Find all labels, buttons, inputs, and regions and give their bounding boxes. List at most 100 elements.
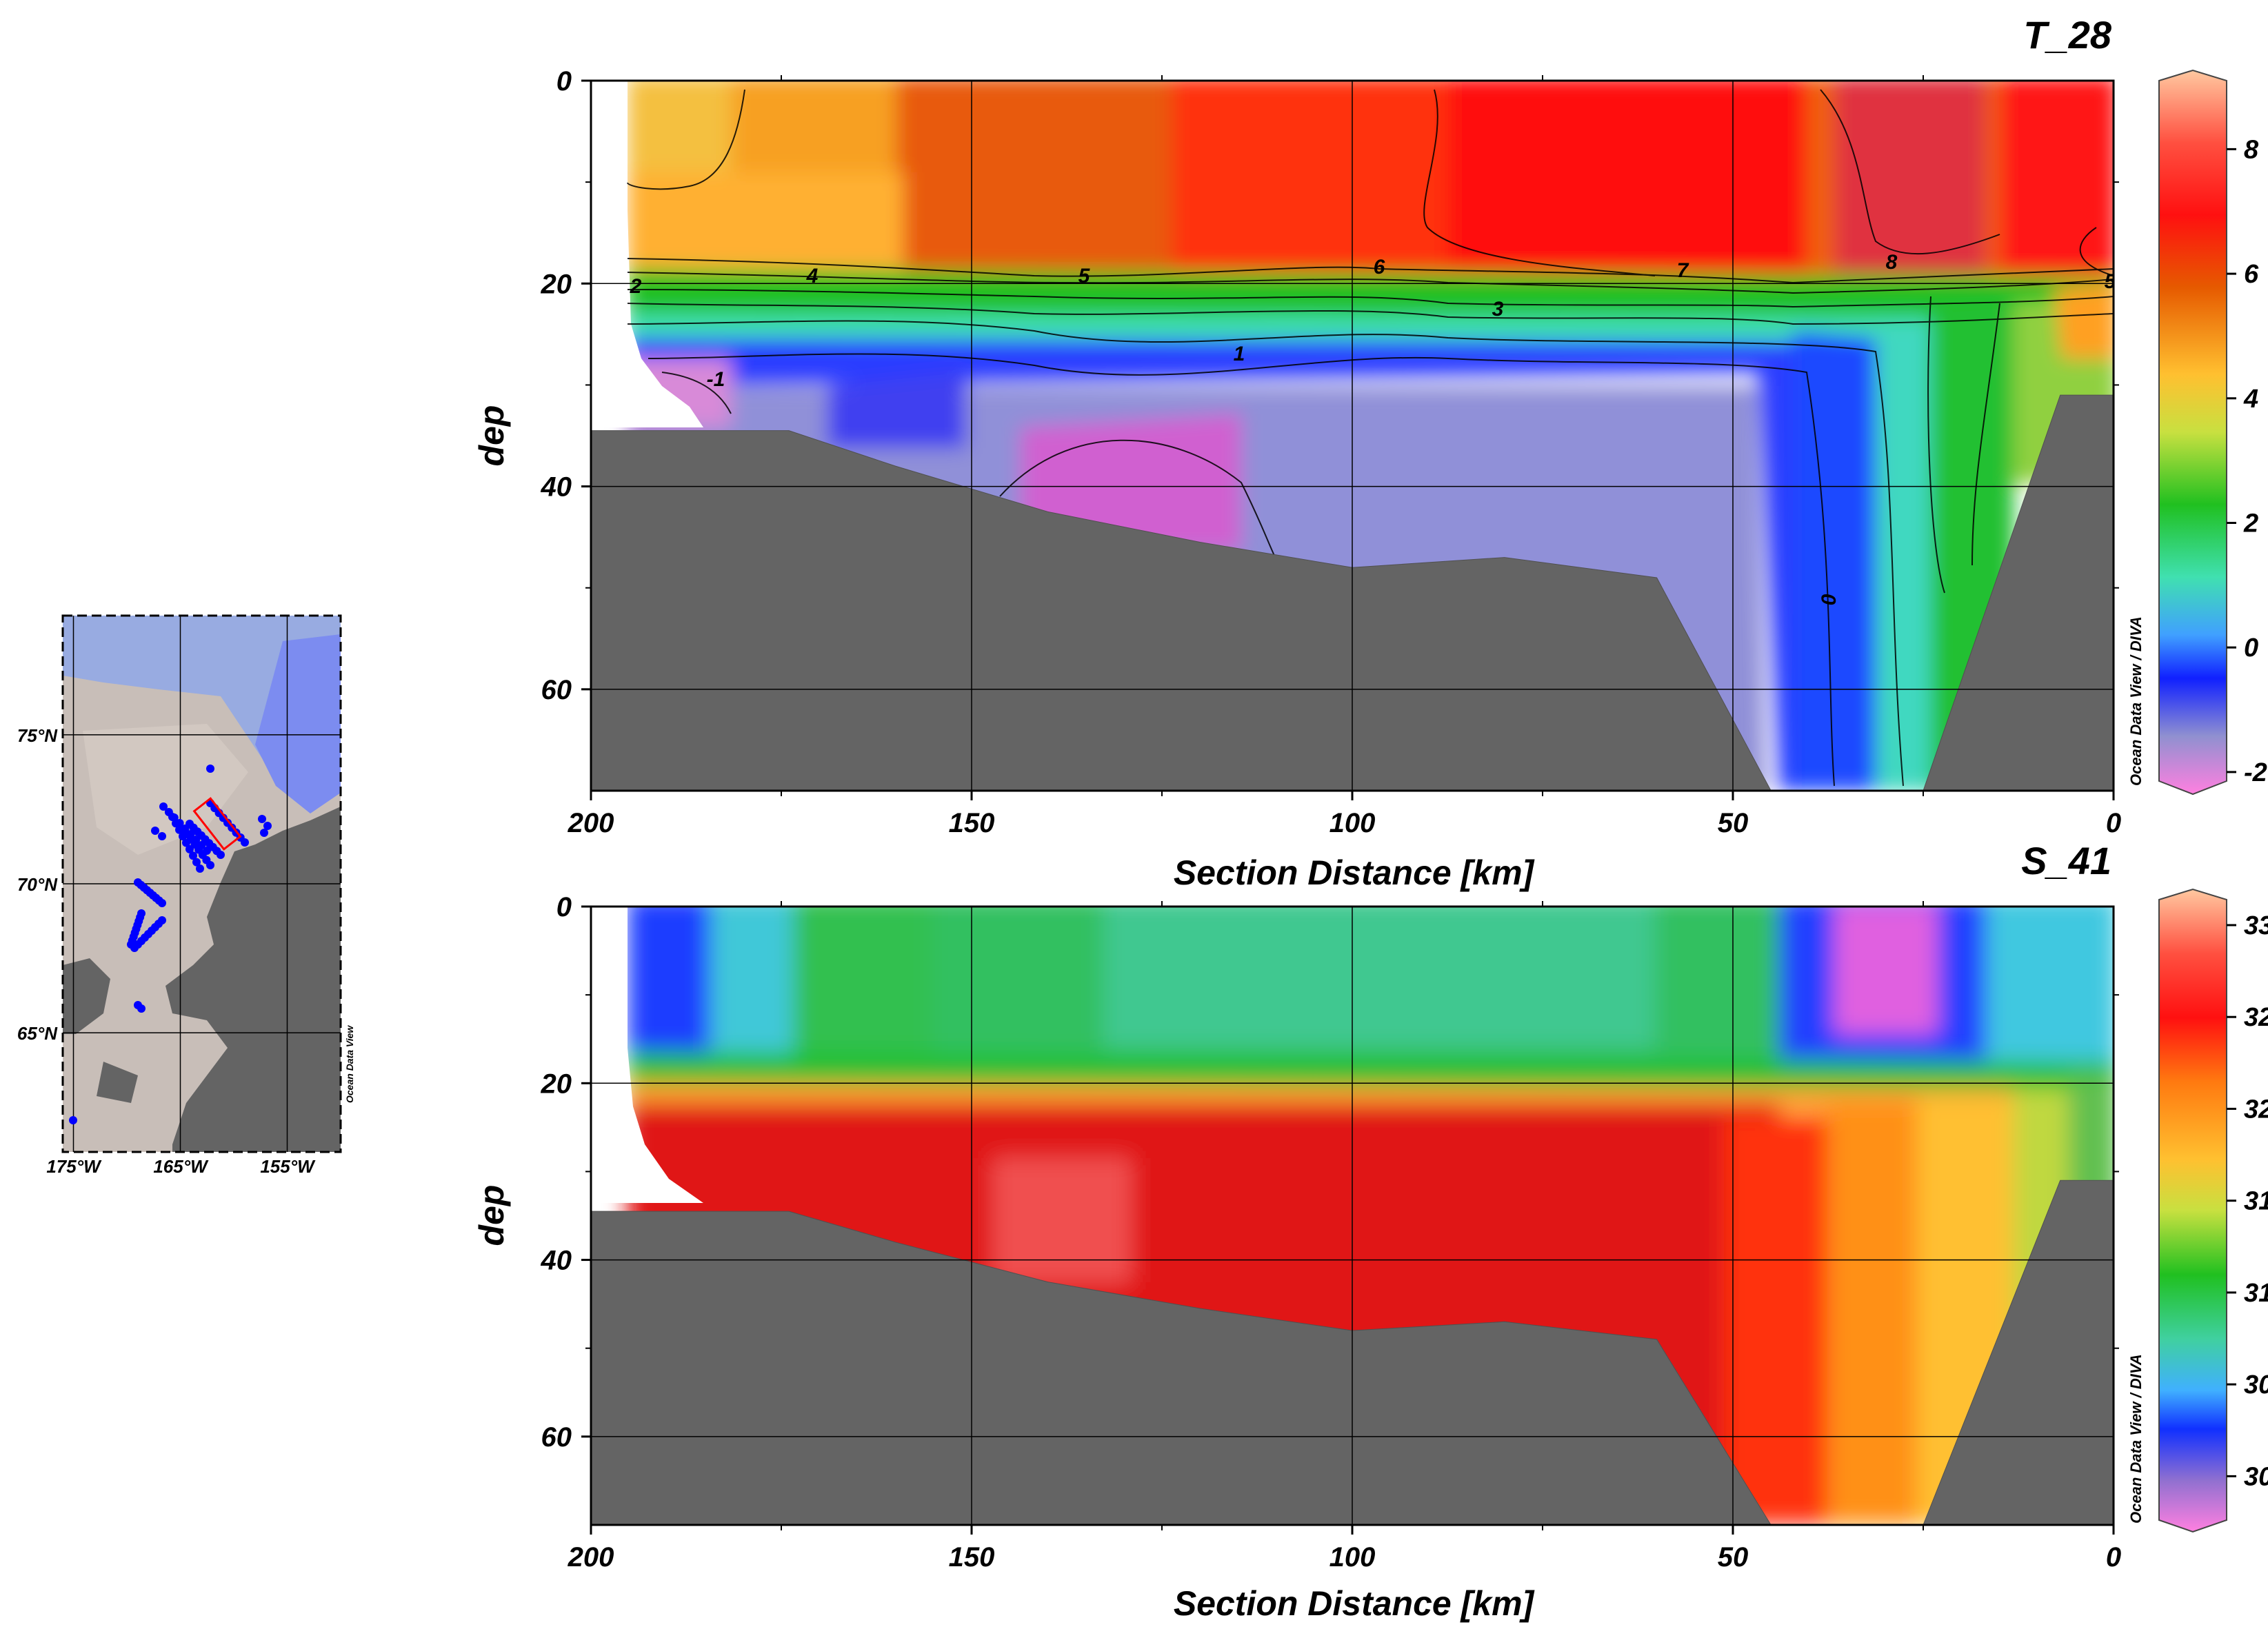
colorbar-tick-label: 30.5 — [2244, 1370, 2268, 1399]
station-dot — [258, 815, 266, 823]
contour-label: 3 — [1492, 298, 1504, 321]
station-dot — [263, 822, 272, 830]
x-tick-label: 0 — [2106, 808, 2121, 838]
colorbar-credit: Ocean Data View / DIVA — [2127, 1354, 2145, 1524]
no-data-area — [591, 907, 703, 1203]
x-tick-label: 50 — [1718, 1542, 1749, 1572]
salinity-colorbar: 33 32.5 32 31.5 31 30.5 30 Ocean Data View / D… — [2127, 888, 2268, 1533]
x-axis-title: Section Distance [km] — [1174, 853, 1536, 892]
map-lon-label: 155°W — [260, 1156, 316, 1177]
contour-label: 8 — [1886, 251, 1898, 274]
colorbar-tick-label: 32 — [2244, 1095, 2268, 1124]
contour-label: 5 — [2105, 270, 2117, 293]
y-tick-label: 20 — [541, 1069, 572, 1099]
panel-title: S_41 — [2021, 839, 2111, 882]
station-dot — [159, 802, 168, 811]
colorbar-tick-label: 8 — [2244, 135, 2259, 164]
station-dot — [168, 813, 177, 821]
station-dot — [130, 944, 139, 952]
salinity-section-panel: 200 150 100 50 0 0 20 40 60 S_41 Section Distanc… — [472, 839, 2268, 1623]
map-chukotka-land — [63, 958, 110, 1034]
temperature-contours — [627, 89, 2114, 787]
station-dot — [196, 864, 204, 873]
contour-label: 4 — [806, 265, 819, 287]
temperature-contour-labels: 2 4 5 6 7 8 5 3 1 -1 0 — [630, 251, 2117, 605]
colorbar-tick-label: 6 — [2244, 260, 2259, 289]
colorbar-tick-label: 33 — [2244, 911, 2268, 940]
station-dot — [158, 899, 166, 907]
grid-lines — [591, 81, 2114, 791]
contour-label: 1 — [1234, 343, 1245, 365]
colorbar-tick-label: 31.5 — [2244, 1187, 2268, 1216]
x-axis-title: Section Distance [km] — [1174, 1584, 1536, 1623]
panel-title: T_28 — [2023, 13, 2111, 57]
map-frame — [61, 614, 342, 1153]
map-lat-label: 75°N — [17, 725, 58, 746]
x-tick-label: 200 — [568, 1542, 614, 1572]
colorbar-ramp — [2158, 69, 2227, 796]
colorbar-tick-label: 31 — [2244, 1279, 2268, 1308]
colorbar-tick-label: 32.5 — [2244, 1003, 2268, 1032]
map-graticule — [63, 616, 341, 1152]
colorbar-ticks: 8 6 4 2 0 -2 — [2227, 135, 2267, 787]
colorbar-tick-label: -2 — [2244, 758, 2267, 787]
colorbar-tick-label: 30 — [2244, 1462, 2268, 1491]
map-lon-label: 165°W — [153, 1156, 209, 1177]
y-tick-label: 0 — [556, 892, 572, 922]
y-tick-label: 0 — [556, 66, 572, 97]
map-axis-labels: 175°W 165°W 155°W 75°N 70°N 65°N — [17, 725, 316, 1177]
x-tick-label: 100 — [1329, 808, 1376, 838]
station-dot — [260, 829, 268, 837]
grid-lines — [591, 907, 2114, 1525]
colorbar-ticks: 33 32.5 32 31.5 31 30.5 30 — [2227, 911, 2268, 1491]
station-dot — [206, 861, 214, 869]
contour-label: 6 — [1374, 256, 1385, 279]
contour-label: 5 — [1078, 265, 1091, 287]
station-dot — [217, 851, 225, 859]
x-tick-label: 0 — [2106, 1542, 2121, 1572]
map-basin — [255, 634, 341, 813]
map-island — [97, 1062, 138, 1103]
contour-label: 2 — [630, 275, 642, 298]
y-axis-title: dep — [472, 405, 511, 467]
colorbar-ramp — [2158, 888, 2227, 1533]
axis-ticks: 200 150 100 50 0 0 20 40 60 — [541, 892, 2122, 1572]
y-tick-label: 40 — [541, 472, 572, 503]
station-dot — [151, 827, 159, 835]
station-map: 175°W 165°W 155°W 75°N 70°N 65°N Ocean Data V… — [17, 614, 355, 1177]
station-dot — [241, 838, 249, 847]
map-lat-label: 65°N — [17, 1023, 58, 1044]
x-tick-label: 50 — [1718, 808, 1749, 838]
colorbar-credit: Ocean Data View / DIVA — [2127, 616, 2145, 786]
x-tick-label: 200 — [568, 808, 614, 838]
colorbar-tick-label: 2 — [2243, 509, 2258, 538]
map-stations — [69, 765, 272, 1124]
y-tick-label: 20 — [541, 269, 572, 299]
station-dot — [206, 765, 214, 773]
y-tick-label: 60 — [541, 675, 572, 705]
map-shelf — [83, 724, 248, 855]
x-tick-label: 150 — [949, 808, 995, 838]
station-dot — [158, 832, 166, 840]
y-tick-label: 40 — [541, 1246, 572, 1276]
colorbar-tick-label: 4 — [2243, 385, 2258, 414]
map-lat-label: 70°N — [17, 874, 58, 895]
y-tick-label: 60 — [541, 1422, 572, 1453]
temperature-colorbar: 8 6 4 2 0 -2 Ocean Data View / DIVA — [2127, 69, 2267, 796]
no-data-area — [591, 81, 703, 427]
contour-label: -1 — [707, 368, 725, 391]
colorbar-tick-label: 0 — [2244, 634, 2258, 662]
y-axis-title: dep — [472, 1185, 511, 1246]
station-dot — [192, 858, 201, 867]
x-tick-label: 150 — [949, 1542, 995, 1572]
contour-label: 0 — [1818, 594, 1840, 605]
station-dot — [137, 1004, 145, 1013]
section-box — [192, 797, 242, 851]
x-tick-label: 100 — [1329, 1542, 1376, 1572]
map-credit: Ocean Data View — [344, 1025, 355, 1103]
map-alaska-land — [165, 807, 341, 1152]
contour-label: 7 — [1677, 259, 1689, 282]
